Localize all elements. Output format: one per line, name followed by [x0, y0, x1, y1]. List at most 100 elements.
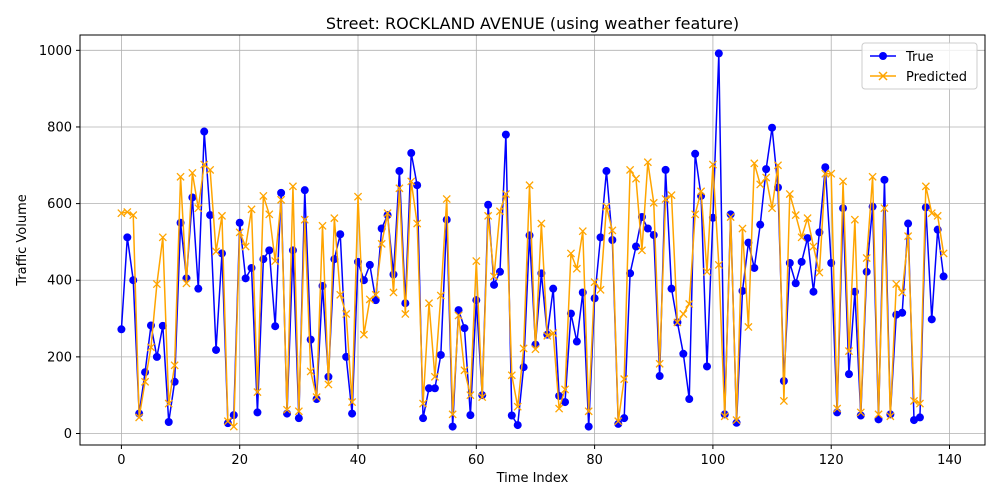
predicted-point [401, 309, 410, 319]
predicted-point [939, 249, 948, 258]
predicted-point [152, 280, 161, 289]
true-point [708, 213, 717, 222]
predicted-point [543, 331, 552, 340]
predicted-point [874, 410, 883, 419]
predicted-point [389, 288, 398, 297]
true-point [194, 284, 203, 293]
true-point [424, 384, 433, 393]
predicted-point [631, 174, 641, 183]
predicted-point [383, 209, 392, 218]
predicted-point [531, 345, 540, 354]
predicted-point [738, 224, 747, 233]
true-point [620, 414, 629, 423]
predicted-point [294, 407, 303, 416]
predicted-point [525, 181, 534, 190]
predicted-point [460, 366, 469, 375]
true-point [803, 234, 812, 243]
y-tick-label: 400 [47, 274, 72, 289]
true-point [495, 267, 504, 276]
y-axis-label: Traffic Volume [15, 194, 30, 287]
true-point [430, 384, 439, 393]
predicted-point [318, 221, 327, 230]
predicted-point [773, 161, 783, 170]
true-point [484, 200, 493, 209]
y-tick-label: 1000 [39, 44, 72, 59]
predicted-point [726, 212, 735, 222]
predicted-point [229, 422, 238, 431]
true-point [371, 296, 380, 305]
true-point [880, 175, 889, 184]
true-point [797, 257, 806, 266]
true-point [643, 224, 652, 233]
predicted-point [277, 195, 286, 204]
true-point [561, 398, 570, 407]
predicted-point [271, 257, 280, 266]
legend-true-label: True [905, 50, 934, 65]
true-point [501, 130, 510, 139]
predicted-point [312, 393, 321, 402]
predicted-point [608, 226, 617, 235]
true-point [241, 274, 250, 283]
predicted-point [176, 172, 185, 181]
true-point [667, 284, 676, 293]
predicted-series [117, 158, 948, 431]
predicted-point [135, 413, 144, 422]
true-point [448, 422, 457, 431]
predicted-point [602, 202, 611, 211]
true-point [123, 233, 132, 242]
predicted-point [655, 359, 664, 368]
predicted-point [141, 377, 150, 386]
predicted-point [448, 410, 457, 419]
predicted-point [584, 407, 593, 416]
predicted-point [886, 412, 895, 421]
true-point [460, 324, 469, 333]
predicted-point [596, 285, 605, 294]
predicted-point [590, 278, 599, 287]
predicted-point [927, 209, 936, 218]
true-point [649, 231, 658, 240]
predicted-point [756, 180, 765, 189]
predicted-point [904, 232, 913, 241]
predicted-point [691, 210, 700, 219]
predicted-point [643, 158, 652, 167]
true-point [655, 372, 664, 381]
predicted-point [300, 215, 309, 224]
predicted-point [454, 311, 463, 320]
true-point [904, 219, 913, 228]
predicted-point [507, 371, 516, 380]
true-point [744, 238, 753, 247]
true-point [572, 337, 581, 346]
predicted-point [572, 264, 581, 273]
true-point [253, 408, 262, 417]
predicted-point [158, 233, 167, 242]
predicted-point [732, 416, 741, 425]
true-point [915, 413, 924, 422]
true-point [844, 370, 853, 379]
true-point [584, 422, 593, 431]
predicted-point [324, 380, 333, 389]
predicted-point [348, 398, 357, 407]
true-point [555, 391, 564, 400]
true-point [809, 287, 818, 296]
true-series-line [120, 52, 945, 428]
true-point [833, 408, 842, 417]
true-point [626, 269, 635, 278]
true-point [472, 296, 481, 305]
predicted-point [164, 399, 173, 408]
predicted-point [667, 191, 676, 200]
true-point [200, 127, 209, 136]
legend-box [861, 42, 978, 90]
predicted-point [555, 404, 564, 413]
predicted-point [862, 253, 871, 263]
true-point [898, 308, 907, 317]
predicted-point [578, 227, 587, 236]
true-point [277, 188, 286, 197]
true-point [389, 270, 398, 279]
series-layer [117, 49, 948, 431]
predicted-point [614, 417, 623, 426]
predicted-point [235, 228, 244, 237]
true-point [217, 249, 226, 258]
true-point [768, 123, 777, 132]
predicted-point [365, 295, 374, 304]
predicted-point [637, 246, 646, 255]
